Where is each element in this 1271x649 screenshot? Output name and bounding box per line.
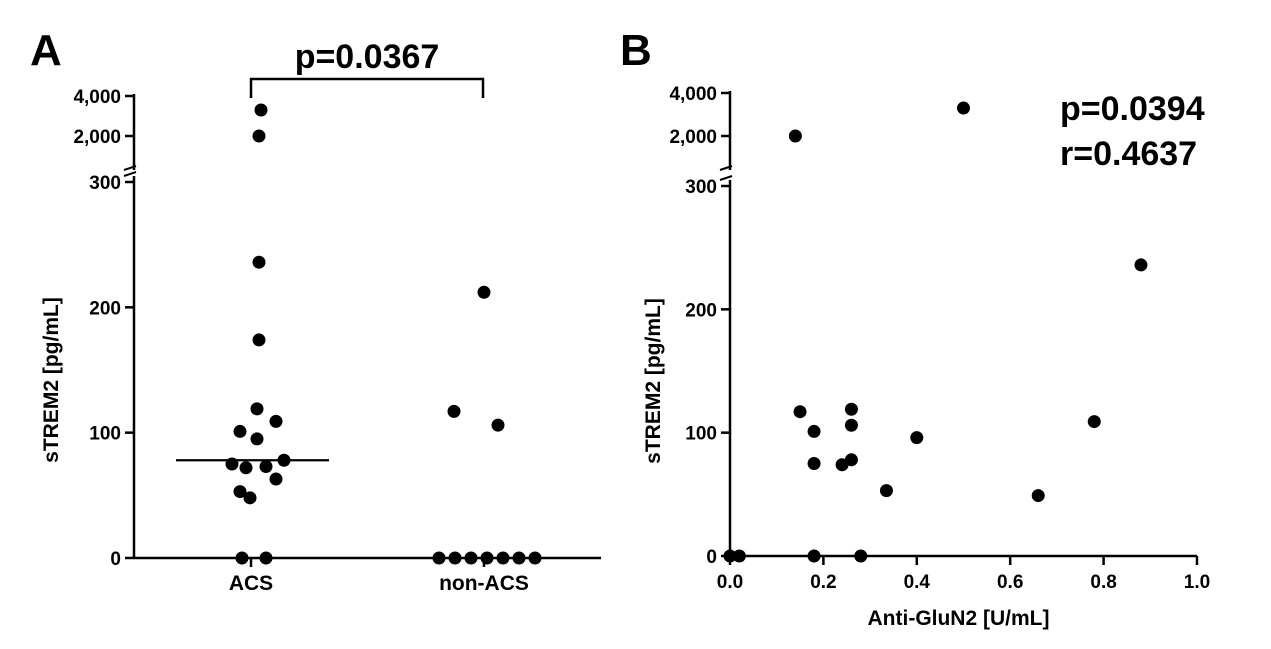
panel-a-data-point [496, 551, 510, 565]
panel-b-data-point [844, 402, 858, 416]
panel-b-x-tick-label: 0.4 [904, 572, 931, 593]
panel-a-y-tick-label: 100 [89, 424, 121, 445]
panel-b-data-point [957, 101, 970, 115]
panel-a-data-point [259, 460, 273, 474]
panel-b-x-tick-label: 1.0 [1184, 572, 1210, 593]
panel-a-data-point [491, 418, 505, 432]
panel-b-x-tick-label: 0.6 [997, 572, 1023, 593]
panel-b-data-point [844, 453, 858, 467]
panel-a-comparison-bracket [249, 77, 485, 98]
panel-b-data-point [1087, 415, 1101, 429]
panel-a-data-point [250, 432, 264, 446]
panel-a-data-point [432, 551, 446, 565]
panel-b-y-tick-label: 200 [685, 300, 717, 321]
panel-b-x-tick-label: 0.0 [717, 572, 743, 593]
panel-b-p-value: p=0.0394 [1060, 90, 1205, 128]
panel-a-letter: A [30, 26, 62, 75]
panel-b-data-point [723, 549, 737, 563]
panel-a-data-point [464, 551, 478, 565]
panel-b-y-break-mark [719, 165, 733, 171]
panel-b-data-point [788, 129, 802, 143]
panel-b-y-tick-label: 2,000 [669, 127, 717, 148]
panel-a-data-point [448, 551, 462, 565]
panel-a-y-tick-label: 4,000 [73, 87, 121, 108]
panel-a-y-break-mark [123, 171, 137, 177]
panel-a-data-point [480, 551, 494, 565]
panel-b-x-tick-label: 0.8 [1090, 572, 1116, 593]
panel-b-y-axis-title: sTREM2 [pg/mL] [642, 298, 665, 464]
panel-a-data-point [233, 424, 247, 438]
panel-b-r-value: r=0.4637 [1060, 135, 1197, 173]
panel-b-data-point [793, 405, 807, 419]
panel-b-y-tick-label: 100 [685, 424, 717, 445]
panel-a-data-point [243, 491, 257, 505]
panel-a-y-break-mark [123, 165, 137, 171]
panel-b-x-tick-label: 0.2 [810, 572, 836, 593]
panel-b-data-point [807, 549, 821, 563]
panel-a-data-point [252, 333, 266, 347]
panel-b-data-point [1031, 489, 1045, 503]
panel-a-data-point [477, 285, 491, 299]
panel-b-data-point [1134, 258, 1148, 272]
panel-b-data-point [807, 457, 821, 470]
panel-a-y-tick-label: 0 [110, 549, 121, 570]
panel-a-category-label: ACS [229, 572, 273, 595]
panel-a-data-point [512, 551, 526, 565]
panel-a-data-point [269, 414, 283, 428]
panel-a-data-point [252, 129, 266, 143]
panel-a-data-point [528, 551, 542, 565]
panel-b-y-break-mark [719, 175, 733, 181]
panel-a-data-point [233, 485, 247, 499]
panel-a-data-point [239, 461, 253, 475]
panel-b-data-point [910, 431, 924, 445]
panel-a-data-point [250, 402, 264, 416]
panel-b-data-point [807, 424, 821, 438]
panel-b-y-tick-label: 300 [685, 177, 717, 198]
panel-a-data-point [252, 255, 266, 269]
panel-a-data-point [235, 551, 249, 565]
panel-a-category-label: non-ACS [439, 572, 529, 595]
panel-a-p-value: p=0.0367 [295, 38, 440, 76]
panel-b-letter: B [620, 26, 652, 75]
panel-a-y-tick-label: 2,000 [73, 127, 121, 148]
panel-a-data-point [259, 551, 273, 565]
panel-b-x-axis-title: Anti-GluN2 [U/mL] [868, 607, 1050, 630]
panel-a-data-point [447, 404, 461, 418]
panel-b-data-point [732, 549, 746, 563]
panel-a-y-axis-title: sTREM2 [pg/mL] [40, 297, 63, 463]
panel-a-data-point [254, 103, 268, 117]
panel-b-data-point [879, 484, 893, 498]
panel-a-y-tick-label: 200 [89, 298, 121, 319]
panel-b-y-tick-label: 4,000 [669, 84, 717, 105]
panel-b-data-point [854, 549, 868, 563]
panel-a-y-tick-label: 300 [89, 173, 121, 194]
panel-a-data-point [269, 472, 283, 486]
panel-b-data-point [844, 418, 858, 432]
panel-b-y-tick-label: 0 [706, 547, 717, 568]
